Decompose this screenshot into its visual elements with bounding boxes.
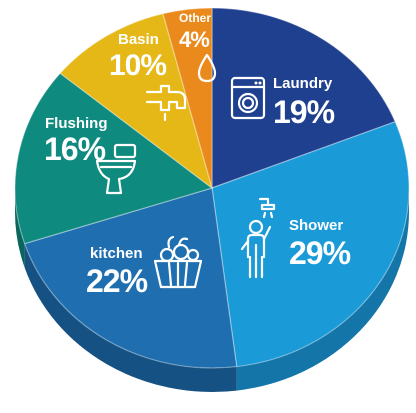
slice-value-kitchen: 22%: [86, 263, 148, 299]
toilet-icon: [95, 143, 137, 195]
slice-value-shower: 29%: [289, 235, 351, 271]
slice-label-kitchen: kitchen: [90, 245, 143, 262]
slice-shower: [211, 120, 410, 368]
slice-value-laundry: 19%: [273, 94, 335, 130]
water-drop-icon: [197, 53, 217, 83]
pie-depth: [15, 188, 409, 393]
vegetable-basket-icon: [153, 235, 203, 289]
slice-label-other: Other: [179, 11, 211, 25]
slice-side-kitchen: [24, 243, 237, 393]
slice-flushing: [14, 72, 214, 245]
pie-slices: [14, 7, 410, 369]
slice-side-shower: [236, 188, 409, 391]
slice-laundry: [211, 7, 396, 189]
slice-label-flushing: Flushing: [45, 115, 108, 132]
slice-other: [162, 7, 213, 189]
washing-machine-icon: [230, 76, 266, 120]
slice-kitchen: [23, 187, 238, 369]
slice-basin: [59, 12, 214, 190]
slice-value-flushing: 16%: [44, 131, 106, 167]
pie-icons: [95, 53, 276, 289]
slice-value-other: 4%: [179, 27, 209, 52]
slice-value-basin: 10%: [109, 49, 166, 82]
faucet-icon: [145, 84, 187, 122]
slice-label-basin: Basin: [118, 31, 159, 48]
shower-person-icon: [240, 197, 276, 279]
slice-label-laundry: Laundry: [273, 75, 333, 92]
slice-side-flushing: [15, 188, 25, 268]
slice-label-shower: Shower: [289, 217, 343, 234]
